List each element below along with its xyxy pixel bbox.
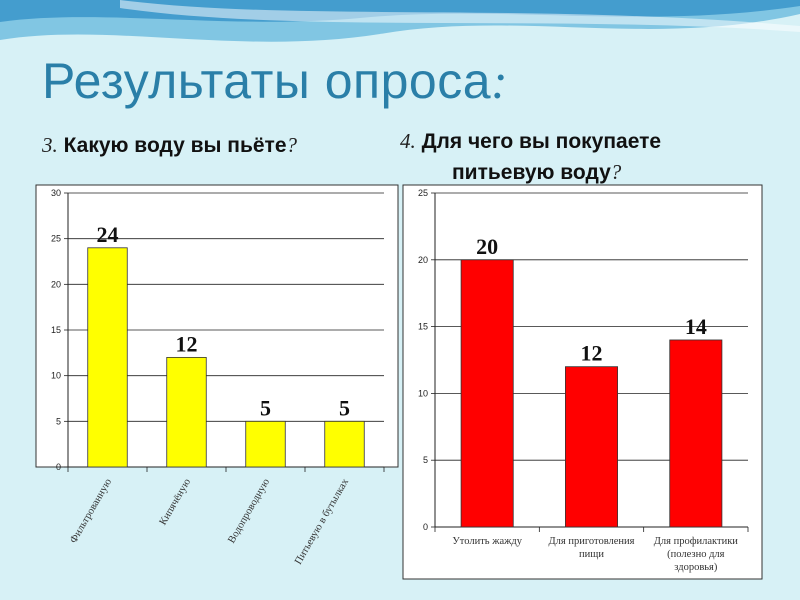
- y-tick-label: 0: [56, 462, 61, 472]
- x-category-label: Утолить жажду: [452, 536, 522, 547]
- question-4-text-line2: питьевую воду: [452, 161, 611, 184]
- bar: [245, 420, 286, 468]
- question-3-number: 3.: [42, 133, 58, 157]
- bar: [565, 366, 618, 528]
- question-4-mark: ?: [610, 160, 622, 184]
- data-label: 24: [97, 222, 119, 247]
- y-tick-label: 20: [418, 255, 428, 265]
- y-tick-label: 30: [51, 188, 61, 198]
- bar: [87, 247, 128, 468]
- question-3-mark: ?: [286, 133, 298, 157]
- y-tick-label: 15: [418, 322, 428, 332]
- x-category-label: пищи: [579, 549, 604, 560]
- bar: [460, 259, 514, 528]
- x-category-label: Для профилактики: [654, 536, 739, 547]
- y-tick-label: 10: [418, 388, 428, 398]
- y-tick-label: 5: [56, 416, 61, 426]
- slide-title-text: Результаты опроса: [42, 53, 492, 109]
- bar: [166, 356, 207, 468]
- data-label: 14: [685, 314, 707, 339]
- decorative-wave: [0, 0, 800, 42]
- x-category-label: (полезно для: [667, 549, 724, 560]
- question-4-text-line1: Для чего вы покупаете: [421, 130, 662, 153]
- y-tick-label: 10: [51, 371, 61, 381]
- bar: [324, 420, 365, 468]
- data-label: 5: [339, 395, 350, 420]
- question-3-heading: 3. Какую воду вы пьёте?: [42, 130, 297, 161]
- data-label: 12: [176, 331, 198, 356]
- slide-title: Результаты опроса:: [42, 52, 508, 110]
- x-category-label: Для приготовления: [549, 536, 635, 547]
- data-label: 5: [260, 395, 271, 420]
- question-4-number: 4.: [400, 129, 416, 153]
- y-tick-label: 0: [423, 522, 428, 532]
- question-3-text: Какую воду вы пьёте: [63, 134, 287, 157]
- y-tick-label: 25: [51, 234, 61, 244]
- question-4-heading: 4. Для чего вы покупаете питьевую воду?: [400, 126, 661, 188]
- slide-title-colon: :: [491, 53, 509, 109]
- data-label: 20: [476, 234, 498, 259]
- y-tick-label: 5: [423, 455, 428, 465]
- y-tick-label: 20: [51, 279, 61, 289]
- data-label: 12: [581, 341, 603, 366]
- y-tick-label: 25: [418, 188, 428, 198]
- x-category-label: здоровья): [674, 562, 718, 573]
- y-tick-label: 15: [51, 325, 61, 335]
- bar: [669, 339, 723, 528]
